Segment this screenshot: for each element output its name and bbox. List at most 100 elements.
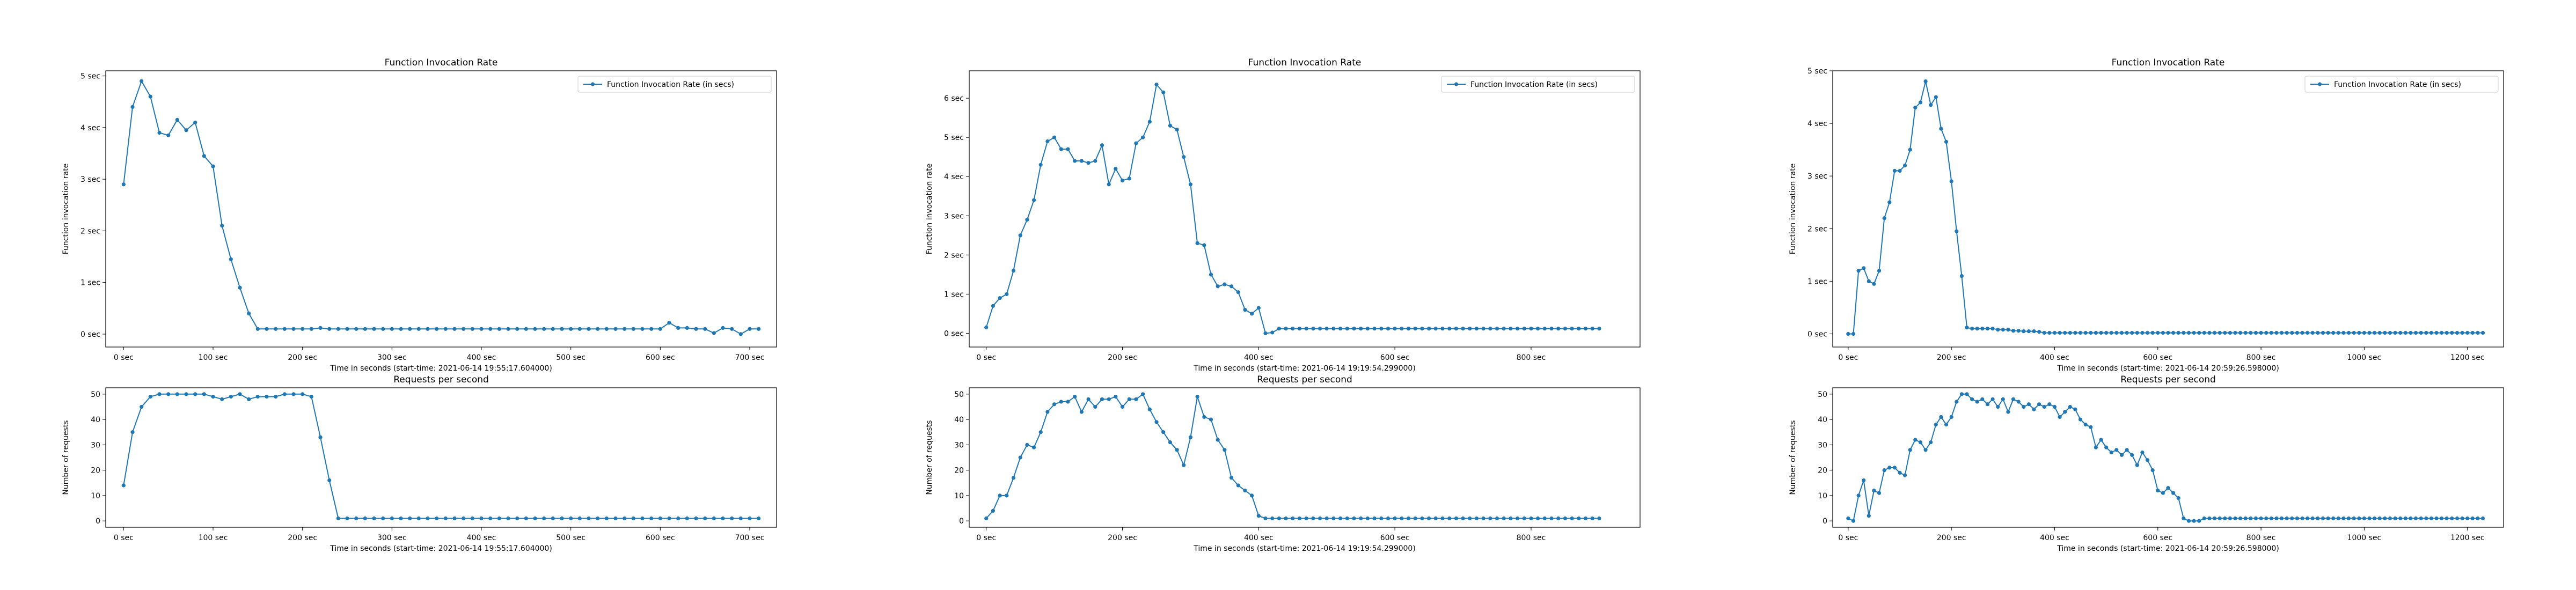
- data-point: [2073, 330, 2077, 335]
- axes-frame: [969, 387, 1641, 528]
- x-tick-label: 1000 sec: [2347, 353, 2382, 362]
- data-point: [640, 516, 645, 521]
- data-point: [1195, 394, 1199, 399]
- data-point: [1583, 516, 1588, 521]
- x-tick-label: 100 sec: [199, 534, 228, 542]
- data-point: [1059, 400, 1063, 404]
- data-point: [1882, 468, 1886, 473]
- data-point: [604, 516, 609, 521]
- data-point: [1923, 448, 1928, 452]
- data-point: [462, 516, 466, 521]
- data-point: [336, 327, 340, 331]
- x-tick-label: 600 sec: [1380, 534, 1410, 542]
- y-axis-label: Function invocation rate: [1789, 164, 1797, 255]
- data-point: [569, 327, 573, 331]
- data-point: [238, 392, 242, 396]
- data-point: [694, 516, 698, 521]
- data-point: [1590, 327, 1594, 331]
- data-point: [2398, 516, 2403, 521]
- x-tick-label: 800 sec: [2246, 534, 2276, 542]
- x-axis-label: Time in seconds (start-time: 2021-06-14 …: [2057, 364, 2279, 373]
- data-point: [2445, 330, 2449, 335]
- data-point: [1980, 397, 1985, 401]
- data-point: [1959, 274, 1964, 278]
- data-point: [1996, 328, 2000, 332]
- y-tick-label: 10: [91, 492, 100, 500]
- data-point: [282, 392, 287, 396]
- data-point: [1284, 327, 1288, 331]
- data-point: [1427, 516, 1431, 521]
- legend-label: Function Invocation Rate (in secs): [607, 80, 734, 89]
- data-point: [452, 516, 457, 521]
- data-point: [1359, 327, 1363, 331]
- data-point: [1934, 95, 1938, 99]
- data-point: [2295, 330, 2299, 335]
- data-point: [1318, 516, 1322, 521]
- data-point: [991, 304, 995, 308]
- data-point: [1243, 488, 1247, 493]
- data-point: [1597, 327, 1601, 331]
- data-point: [2073, 407, 2077, 411]
- data-point: [560, 516, 564, 521]
- data-point: [1365, 327, 1370, 331]
- data-point: [2362, 516, 2366, 521]
- data-point: [327, 327, 332, 331]
- data-point: [1939, 415, 1943, 419]
- data-point: [390, 516, 394, 521]
- data-point: [1079, 410, 1084, 414]
- x-tick-label: 200 sec: [1937, 353, 1966, 362]
- data-point: [1975, 327, 1979, 331]
- data-point: [2016, 329, 2021, 333]
- data-point: [2373, 516, 2377, 521]
- data-point: [2068, 404, 2072, 409]
- data-point: [1400, 327, 1404, 331]
- data-point: [1529, 327, 1533, 331]
- data-point: [2032, 407, 2036, 411]
- x-tick-label: 0 sec: [976, 353, 996, 362]
- data-point: [345, 516, 349, 521]
- data-point: [435, 327, 439, 331]
- data-point: [1939, 127, 1943, 131]
- data-point: [157, 392, 162, 396]
- data-point: [2218, 330, 2222, 335]
- data-point: [1114, 394, 1118, 399]
- data-point: [1256, 514, 1261, 518]
- x-tick-label: 200 sec: [288, 353, 317, 362]
- data-point: [2078, 417, 2083, 422]
- legend-box: [577, 76, 772, 93]
- data-point: [685, 516, 689, 521]
- data-point: [1420, 516, 1424, 521]
- data-point: [2341, 330, 2346, 335]
- data-point: [1447, 516, 1452, 521]
- chart-title: Function Invocation Rate: [1248, 57, 1362, 68]
- data-point: [2279, 516, 2284, 521]
- data-point: [1100, 397, 1104, 401]
- x-tick-label: 0 sec: [976, 534, 996, 542]
- data-point: [1867, 514, 1871, 518]
- data-point: [1856, 493, 1861, 498]
- data-point: [238, 285, 242, 290]
- data-point: [604, 327, 609, 331]
- data-point: [408, 516, 412, 521]
- data-point: [542, 327, 546, 331]
- data-point: [157, 130, 162, 135]
- data-point: [2326, 330, 2330, 335]
- data-point: [2228, 330, 2232, 335]
- data-point: [2089, 330, 2093, 335]
- data-point: [1985, 402, 1990, 407]
- data-point: [2161, 330, 2165, 335]
- data-point: [1359, 516, 1363, 521]
- data-point: [533, 327, 537, 331]
- series-line: [123, 393, 759, 519]
- data-point: [998, 493, 1002, 498]
- data-point: [2285, 330, 2289, 335]
- data-point: [2460, 330, 2464, 335]
- data-point: [2166, 330, 2170, 335]
- data-point: [1461, 327, 1465, 331]
- data-point: [2130, 453, 2134, 457]
- data-point: [1379, 327, 1384, 331]
- data-point: [1209, 272, 1213, 277]
- data-point: [685, 326, 689, 330]
- data-point: [676, 516, 680, 521]
- chart-title: Function Invocation Rate: [385, 57, 498, 68]
